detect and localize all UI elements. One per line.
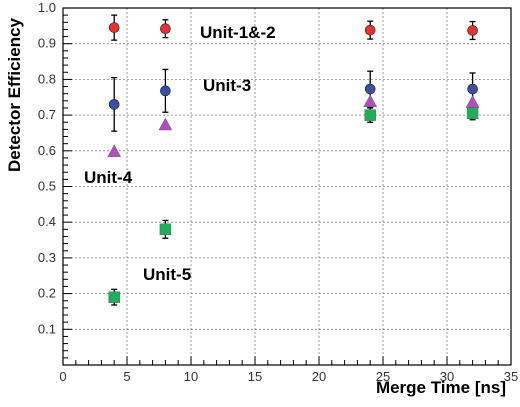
data-point-series-3 <box>107 144 122 158</box>
data-point-series-1 <box>160 23 171 35</box>
data-point-series-2 <box>108 99 120 110</box>
y-tick-label: 1.0 <box>38 0 56 15</box>
y-tick-label: 0.9 <box>38 36 56 51</box>
y-tick-label: 0.5 <box>38 179 56 194</box>
y-tick-label: 0.1 <box>38 321 56 336</box>
x-tick-label: 25 <box>376 369 390 384</box>
series-label-unit-3: Unit-3 <box>203 76 251 95</box>
series-label-unit-5: Unit-5 <box>143 265 191 284</box>
x-tick-label: 15 <box>248 369 262 384</box>
data-point-series-4 <box>108 291 120 303</box>
x-tick-label: 35 <box>504 369 518 384</box>
y-axis-title: Detector Efficiency <box>5 17 24 172</box>
y-tick-label: 0.3 <box>38 250 56 265</box>
data-point-series-3 <box>158 117 173 131</box>
y-tick-label: 0.6 <box>38 143 56 158</box>
axis-ticks <box>62 7 512 366</box>
data-point-series-2 <box>160 85 171 97</box>
data-point-series-1 <box>108 22 120 33</box>
data-points <box>107 22 480 303</box>
x-tick-label: 0 <box>59 369 66 384</box>
series-label-unit-1-2: Unit-1&-2 <box>200 23 276 42</box>
tick-labels: 0 5 10 15 20 25 30 35 0.1 0.2 0.3 0.4 0.5 0.6 0.7 0.8 0.… <box>38 0 518 384</box>
data-point-series-1 <box>364 24 376 36</box>
x-axis-title: Merge Time [ns] <box>376 378 506 397</box>
data-point-series-3 <box>465 95 480 108</box>
error-bars <box>111 14 476 306</box>
x-tick-label: 20 <box>312 369 326 384</box>
data-point-series-4 <box>159 223 172 236</box>
y-tick-label: 0.7 <box>38 107 56 122</box>
y-tick-label: 0.4 <box>38 214 56 229</box>
y-tick-label: 0.8 <box>38 71 56 86</box>
x-tick-label: 30 <box>440 369 454 384</box>
x-tick-label: 5 <box>123 369 130 384</box>
data-point-series-2 <box>467 83 478 95</box>
data-point-series-4 <box>364 109 376 121</box>
x-tick-label: 10 <box>184 369 198 384</box>
data-point-series-1 <box>467 25 478 36</box>
data-point-series-4 <box>466 107 479 120</box>
series-label-unit-4: Unit-4 <box>84 168 133 187</box>
data-point-series-2 <box>364 83 376 95</box>
y-tick-label: 0.2 <box>38 286 56 301</box>
data-point-series-3 <box>363 94 378 108</box>
grid-lines <box>63 8 511 365</box>
